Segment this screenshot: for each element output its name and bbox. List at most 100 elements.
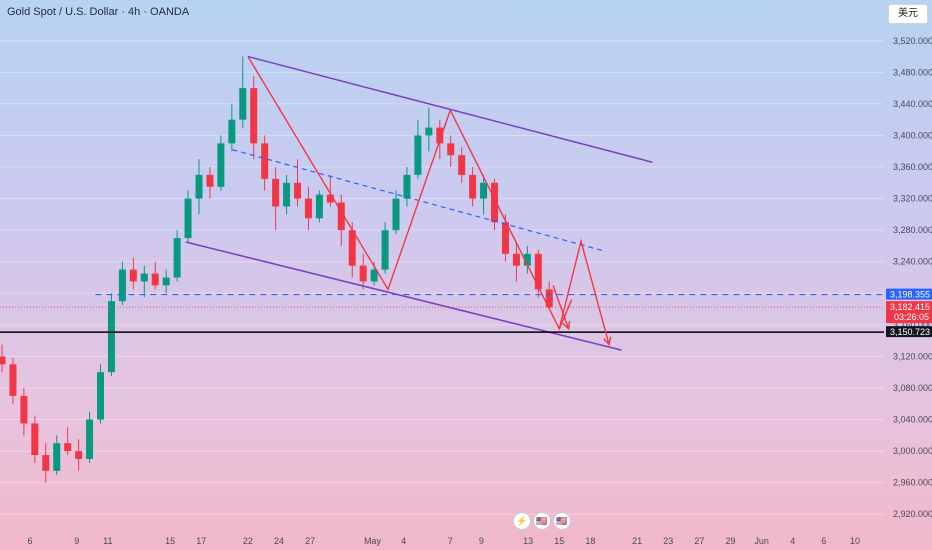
y-tick-label: 2,960.000 [893, 478, 932, 488]
candle-body [359, 265, 367, 282]
candle-body [447, 143, 455, 156]
y-tick-label: 3,120.000 [893, 351, 932, 361]
x-tick-label: 4 [790, 536, 795, 546]
candle-body [326, 194, 334, 203]
candle-body [523, 253, 531, 266]
candle-body [75, 451, 83, 459]
currency-button[interactable]: 美元 [888, 4, 928, 24]
candle-body [392, 198, 400, 231]
x-tick-label: 6 [821, 536, 826, 546]
zigzag-projection [247, 56, 610, 345]
candle-body [53, 443, 61, 471]
x-tick-label: 22 [243, 536, 253, 546]
y-tick-label: 3,440.000 [893, 99, 932, 109]
candle-body [501, 222, 509, 254]
price-tag-label: 3,150.723 [890, 327, 930, 337]
candle-body [118, 269, 126, 302]
drawings [0, 55, 884, 351]
x-tick-label: May [364, 536, 382, 546]
price-tag [886, 301, 932, 324]
candle-body [0, 356, 6, 365]
y-tick-label: 2,920.000 [893, 509, 932, 519]
lightning-event-icon[interactable]: ⚡ [513, 512, 531, 530]
candle-body [348, 230, 356, 266]
x-tick-label: 21 [632, 536, 642, 546]
candle-body [304, 198, 312, 219]
candle-body [491, 182, 499, 223]
candle-body [20, 395, 28, 424]
zigzag-projection [558, 299, 573, 330]
candle-body [315, 194, 323, 219]
x-tick-label: 17 [196, 536, 206, 546]
candle-body [425, 127, 433, 136]
candle-body [184, 198, 192, 239]
price-tag [886, 326, 932, 338]
candle-body [458, 155, 466, 175]
y-tick-label: 3,040.000 [893, 415, 932, 425]
candle-body [86, 419, 94, 459]
candle-body [534, 253, 542, 290]
x-tick-label: 18 [585, 536, 595, 546]
candle-body [283, 182, 291, 207]
candle-body [140, 273, 148, 282]
candle-body [545, 289, 553, 308]
candle-body [480, 182, 488, 199]
candle-body [97, 372, 105, 420]
x-tick-label: 13 [523, 536, 533, 546]
candle-body [206, 174, 214, 187]
y-tick-label: 3,360.000 [893, 162, 932, 172]
x-tick-label: 23 [663, 536, 673, 546]
candles [0, 56, 553, 483]
candle-body [272, 178, 280, 207]
us-flag-event-icon[interactable]: 🇺🇸 [553, 512, 571, 530]
y-tick-label: 3,520.000 [893, 36, 932, 46]
candle-body [151, 273, 159, 286]
x-tick-label: 29 [725, 536, 735, 546]
candle-body [337, 202, 345, 231]
x-tick-label: Jun [754, 536, 769, 546]
x-tick-label: 24 [274, 536, 284, 546]
candle-body [469, 174, 477, 199]
candle-body [173, 238, 181, 278]
candle-body [64, 443, 72, 452]
y-tick-label: 3,160.000 [893, 320, 932, 330]
price-tag [886, 288, 932, 300]
countdown-label: 03:26:05 [894, 312, 929, 322]
x-tick-label: 4 [401, 536, 406, 546]
candle-body [31, 423, 39, 456]
candle-body [195, 174, 203, 199]
x-tick-label: 15 [554, 536, 564, 546]
candle-body [403, 174, 411, 199]
y-tick-label: 3,000.000 [893, 446, 932, 456]
candle-body [217, 143, 225, 187]
y-tick-label: 3,320.000 [893, 194, 932, 204]
y-tick-label: 3,080.000 [893, 383, 932, 393]
us-flag-event-icon[interactable]: 🇺🇸 [533, 512, 551, 530]
x-tick-label: 10 [850, 536, 860, 546]
candle-body [250, 88, 258, 144]
y-tick-label: 3,480.000 [893, 67, 932, 77]
x-tick-label: 11 [103, 536, 112, 546]
candle-body [9, 364, 17, 396]
time-axis: 6 9 11 15 17 22 24 27 May 4 7 9 13 15 18 21 23 27 29 Jun 4 6 1… [27, 536, 860, 546]
chart-title: Gold Spot / U.S. Dollar · 4h · OANDA [7, 6, 190, 18]
candle-body [381, 230, 389, 270]
x-tick-label: 9 [74, 536, 79, 546]
x-tick-label: 7 [448, 536, 453, 546]
x-tick-label: 6 [27, 536, 32, 546]
candle-body [228, 119, 236, 144]
candle-body [239, 88, 247, 120]
candle-body [512, 253, 520, 266]
y-tick-label: 3,400.000 [893, 130, 932, 140]
price-axis: 2,920.000 2,960.000 3,000.000 3,040.000 3,08… [893, 36, 932, 519]
candle-body [107, 301, 115, 373]
x-tick-label: 9 [479, 536, 484, 546]
arrowhead [562, 320, 571, 331]
candle-body [129, 269, 137, 282]
y-tick-label: 3,240.000 [893, 257, 932, 267]
candle-body [42, 455, 50, 471]
candle-body [370, 269, 378, 282]
